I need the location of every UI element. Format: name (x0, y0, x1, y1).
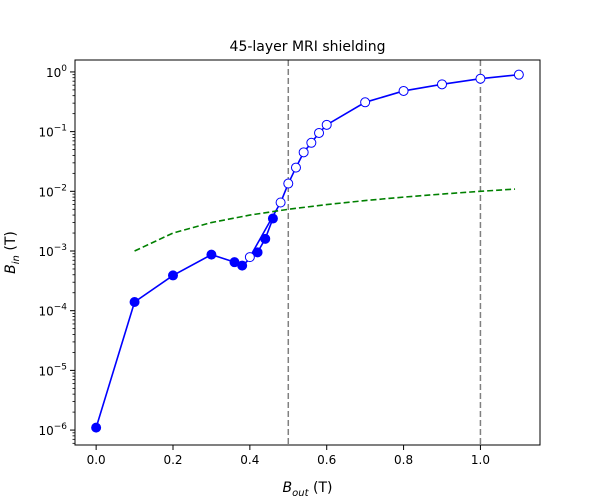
y-tick-label-3: 10−3 (38, 243, 67, 259)
series-1-point-12 (513, 69, 524, 80)
series-1-point-5 (306, 137, 317, 148)
y-axis-label-base: B (3, 264, 19, 274)
plot-layer (91, 60, 524, 445)
plot-frame (74, 59, 541, 446)
ticks-layer: 0.0 0.2 0.4 0.6 0.8 1.0 10−6 10−5 10−4 10−3 10−2 10… (38, 64, 490, 467)
series-0-point-5 (237, 260, 248, 271)
series-1-point-11 (475, 73, 486, 84)
y-tick-label-1: 10−5 (38, 362, 67, 378)
y-tick-label-5: 10−1 (38, 124, 67, 140)
series-1-point-9 (398, 85, 409, 96)
series-1-point-10 (437, 79, 448, 90)
x-tick-label-3: 0.6 (317, 453, 336, 467)
y-axis-label: Bin (T) (3, 231, 22, 274)
series-1-point-0 (244, 252, 255, 263)
series-0-point-3 (206, 249, 217, 260)
y-tick-label-0: 10−6 (38, 422, 67, 438)
series-1-point-6 (314, 127, 325, 138)
series-0-point-1 (129, 296, 140, 307)
x-tick-label-2: 0.4 (240, 453, 259, 467)
x-tick-label-1: 0.2 (163, 453, 182, 467)
x-axis-label-sub: out (292, 488, 309, 499)
series-1-point-4 (298, 147, 309, 158)
x-tick-label-5: 1.0 (471, 453, 490, 467)
series-1-point-1 (275, 197, 286, 208)
series-1-line (249, 73, 519, 258)
y-axis-label-sub: in (11, 255, 22, 264)
x-axis-label-unit: (T) (309, 480, 333, 496)
series-1-point-3 (290, 162, 301, 173)
series-0-point-0 (91, 422, 102, 433)
x-tick-label-0: 0.0 (87, 453, 106, 467)
x-axis-label-base: B (283, 480, 293, 496)
x-tick-label-4: 0.8 (394, 453, 413, 467)
series-0-line (95, 218, 274, 428)
chart-title: 45-layer MRI shielding (230, 39, 386, 55)
series-1-point-8 (360, 97, 371, 108)
series-1-point-2 (283, 178, 294, 189)
x-axis-label: Bout (T) (283, 480, 333, 499)
y-tick-label-6: 100 (46, 64, 67, 80)
series-2-line (134, 188, 516, 252)
y-axis-label-unit: (T) (3, 231, 19, 255)
series-0-point-2 (167, 270, 178, 281)
y-tick-label-2: 10−4 (38, 303, 67, 319)
series-1-point-7 (321, 119, 332, 130)
y-tick-label-4: 10−2 (38, 183, 67, 199)
